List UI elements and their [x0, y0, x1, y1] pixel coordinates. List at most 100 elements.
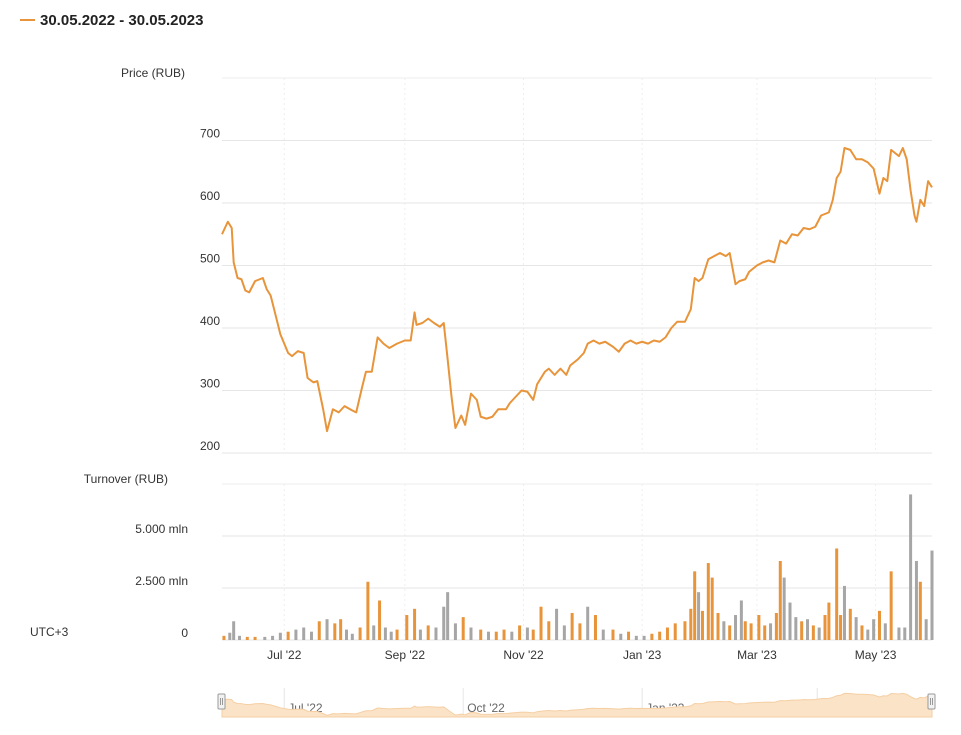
turnover-bar — [586, 606, 590, 640]
turnover-bar — [883, 623, 887, 640]
y-tick-label: 2.500 mln — [135, 574, 188, 588]
turnover-bar — [706, 563, 710, 640]
turnover-bar — [366, 581, 370, 640]
turnover-bar — [619, 633, 623, 640]
turnover-bar — [601, 629, 605, 640]
turnover-bar — [286, 631, 290, 640]
turnover-bar — [518, 625, 522, 640]
turnover-bar — [842, 585, 846, 640]
nav-area — [221, 692, 933, 718]
turnover-bar — [263, 636, 267, 640]
turnover-bar — [271, 635, 275, 640]
turnover-bar — [405, 615, 409, 640]
turnover-bar — [749, 623, 753, 640]
turnover-bar — [309, 631, 313, 640]
turnover-bar — [453, 623, 457, 640]
turnover-bar — [734, 615, 738, 640]
y-tick-label: 200 — [200, 439, 220, 453]
nav-handle[interactable] — [927, 693, 936, 710]
turnover-bar — [339, 619, 343, 640]
turnover-bar — [757, 615, 761, 640]
turnover-bar — [743, 621, 747, 640]
y-tick-label: 5.000 mln — [135, 522, 188, 536]
turnover-bar — [278, 632, 282, 640]
turnover-bar — [350, 633, 354, 640]
x-tick-label: Nov '22 — [503, 648, 544, 662]
turnover-bar — [827, 602, 831, 640]
turnover-bar — [469, 627, 473, 640]
turnover-bar — [918, 581, 922, 640]
turnover-bar — [238, 635, 242, 640]
turnover-bar — [650, 633, 654, 640]
turnover-bar — [325, 619, 329, 640]
turnover-bar — [806, 619, 810, 640]
turnover-bar — [823, 615, 827, 640]
turnover-bar — [562, 625, 566, 640]
turnover-bar — [434, 627, 438, 640]
turnover-bar — [383, 627, 387, 640]
turnover-bar — [593, 615, 597, 640]
x-tick-label: Sep '22 — [385, 648, 426, 662]
turnover-bar — [866, 629, 870, 640]
turnover-bar — [539, 606, 543, 640]
turnover-bar — [835, 548, 839, 640]
turnover-bar — [903, 627, 907, 640]
turnover-bar — [547, 621, 551, 640]
turnover-bar — [317, 621, 321, 640]
y-tick-label: 400 — [200, 314, 220, 328]
turnover-bar — [794, 617, 798, 640]
turnover-bar — [689, 608, 693, 640]
turnover-bar — [854, 617, 858, 640]
x-tick-label: Jul '22 — [267, 648, 302, 662]
turnover-bar — [774, 612, 778, 640]
turnover-bar — [494, 631, 498, 640]
turnover-bar — [555, 608, 559, 640]
turnover-bar — [739, 600, 743, 640]
turnover-bar — [914, 560, 918, 640]
turnover-bar — [570, 612, 574, 640]
turnover-bar — [665, 627, 669, 640]
y-axis-title: Turnover (RUB) — [84, 472, 168, 486]
price-line — [221, 147, 933, 433]
y-tick-label: 600 — [200, 189, 220, 203]
turnover-bar — [763, 625, 767, 640]
turnover-bar — [372, 625, 376, 640]
turnover-bar — [253, 636, 257, 640]
nav-handle[interactable] — [217, 693, 226, 710]
turnover-bar — [378, 600, 382, 640]
x-tick-label: Jan '23 — [623, 648, 662, 662]
turnover-bar — [418, 629, 422, 640]
turnover-bar — [722, 621, 726, 640]
turnover-bar — [389, 631, 393, 640]
turnover-bar — [446, 592, 450, 640]
turnover-bar — [693, 571, 697, 640]
turnover-bar — [778, 560, 782, 640]
turnover-bar — [442, 606, 446, 640]
legend-label[interactable]: 30.05.2022 - 30.05.2023 — [40, 12, 203, 29]
turnover-bar — [769, 623, 773, 640]
turnover-bar — [232, 621, 236, 640]
turnover-bar — [860, 625, 864, 640]
turnover-bar — [909, 494, 913, 640]
turnover-bar — [294, 629, 298, 640]
turnover-bar — [673, 623, 677, 640]
turnover-bar — [728, 625, 732, 640]
turnover-bar — [848, 608, 852, 640]
turnover-bar — [889, 571, 893, 640]
y-tick-label: 500 — [200, 252, 220, 266]
turnover-bar — [302, 627, 306, 640]
turnover-bar — [839, 615, 843, 640]
turnover-bar — [800, 621, 804, 640]
y-tick-label: 0 — [181, 626, 188, 640]
turnover-bar — [811, 625, 815, 640]
turnover-bar — [897, 627, 901, 640]
turnover-bar — [782, 577, 786, 640]
turnover-bar — [817, 627, 821, 640]
turnover-bar — [788, 602, 792, 640]
x-tick-label: May '23 — [855, 648, 897, 662]
turnover-bar — [333, 623, 337, 640]
turnover-bar — [358, 627, 362, 640]
turnover-bar — [578, 623, 582, 640]
x-tick-label: Mar '23 — [737, 648, 777, 662]
turnover-bar — [426, 625, 430, 640]
